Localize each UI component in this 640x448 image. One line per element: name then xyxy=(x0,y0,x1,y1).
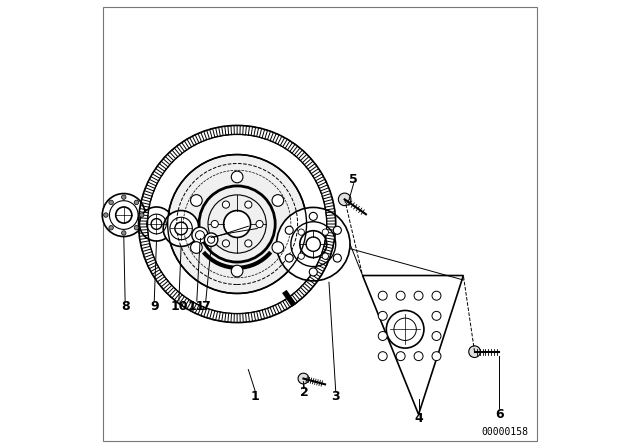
Circle shape xyxy=(298,253,305,259)
Circle shape xyxy=(168,155,307,293)
Circle shape xyxy=(122,231,126,235)
Circle shape xyxy=(139,125,336,323)
Text: 7: 7 xyxy=(202,300,210,314)
Circle shape xyxy=(309,268,317,276)
Circle shape xyxy=(378,332,387,340)
Circle shape xyxy=(432,332,441,340)
Circle shape xyxy=(276,207,350,281)
Circle shape xyxy=(333,254,341,262)
Text: 4: 4 xyxy=(414,412,423,426)
Text: 5: 5 xyxy=(349,172,358,186)
Text: 8: 8 xyxy=(121,300,129,314)
Text: 2: 2 xyxy=(300,385,308,399)
Circle shape xyxy=(224,211,251,237)
Circle shape xyxy=(175,222,188,235)
Circle shape xyxy=(298,373,309,384)
Circle shape xyxy=(378,352,387,361)
Circle shape xyxy=(211,220,218,228)
Circle shape xyxy=(244,201,252,208)
Circle shape xyxy=(140,213,144,217)
Circle shape xyxy=(298,229,305,235)
Text: 00000158: 00000158 xyxy=(481,427,529,437)
Text: 6: 6 xyxy=(495,408,504,421)
Circle shape xyxy=(191,194,202,207)
Text: 1: 1 xyxy=(251,390,259,403)
Circle shape xyxy=(339,193,351,206)
Circle shape xyxy=(192,227,208,243)
Circle shape xyxy=(151,219,162,229)
Circle shape xyxy=(134,225,139,230)
Circle shape xyxy=(432,311,441,320)
Text: 10: 10 xyxy=(170,300,188,314)
Circle shape xyxy=(396,352,405,361)
Circle shape xyxy=(306,237,321,251)
Circle shape xyxy=(231,265,243,277)
Circle shape xyxy=(432,291,441,300)
Circle shape xyxy=(256,220,263,228)
Circle shape xyxy=(468,346,481,358)
Circle shape xyxy=(204,233,218,246)
Circle shape xyxy=(309,212,317,220)
Circle shape xyxy=(102,194,145,237)
Circle shape xyxy=(378,311,387,320)
Circle shape xyxy=(272,194,284,207)
Circle shape xyxy=(414,352,423,361)
Circle shape xyxy=(109,200,113,205)
Text: 11: 11 xyxy=(188,300,205,314)
Circle shape xyxy=(432,352,441,361)
Circle shape xyxy=(333,226,341,234)
Circle shape xyxy=(414,291,423,300)
Circle shape xyxy=(396,291,405,300)
Circle shape xyxy=(222,240,230,247)
Circle shape xyxy=(222,201,230,208)
Text: 9: 9 xyxy=(150,300,159,314)
Polygon shape xyxy=(362,276,463,414)
Circle shape xyxy=(104,213,108,217)
Circle shape xyxy=(231,171,243,183)
Circle shape xyxy=(322,253,328,259)
Circle shape xyxy=(116,207,132,223)
Circle shape xyxy=(122,195,126,199)
Circle shape xyxy=(322,229,328,235)
Circle shape xyxy=(285,226,293,234)
Circle shape xyxy=(272,242,284,254)
Circle shape xyxy=(163,211,199,246)
Text: 3: 3 xyxy=(332,390,340,403)
Circle shape xyxy=(387,310,424,348)
Circle shape xyxy=(285,254,293,262)
Circle shape xyxy=(109,225,113,230)
Circle shape xyxy=(244,240,252,247)
Circle shape xyxy=(191,242,202,254)
Circle shape xyxy=(378,291,387,300)
Circle shape xyxy=(134,200,139,205)
Circle shape xyxy=(140,207,173,241)
